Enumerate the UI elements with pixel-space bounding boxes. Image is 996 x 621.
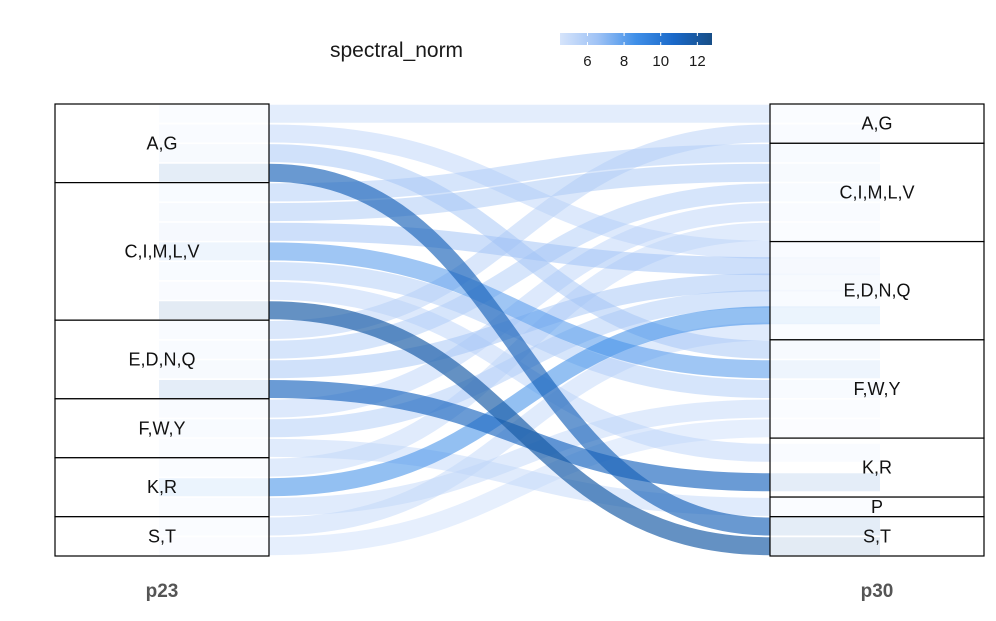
legend-tick-label: 10 (652, 53, 669, 70)
axis-label-p23: p23 (146, 581, 179, 602)
stratum-label: E,D,N,Q (128, 349, 195, 369)
stratum-p30-e-d-n-q (769, 240, 985, 341)
axis-labels: p23 p30 (146, 581, 894, 602)
legend-colorbar (560, 33, 712, 45)
flow-a-g-to-s-t (159, 163, 880, 536)
legend-ticks: 6 8 10 12 (583, 33, 706, 70)
stratum-p23-e-d-n-q (54, 319, 270, 400)
stratum-p23-a-g (54, 103, 270, 184)
flow-e-d-n-q-to-c-i-m-l-v (159, 183, 880, 359)
stratum-label: E,D,N,Q (843, 281, 910, 301)
stratum-p23-k-r (54, 457, 270, 518)
legend-tick-label: 12 (689, 53, 706, 70)
flow-k-r-to-f-w-y (159, 399, 880, 516)
axis-p30-strata: A,G C,I,M,L,V E,D,N,Q F,W,Y K,R P S,T (769, 103, 985, 557)
flow-s-t-to-f-w-y (159, 419, 880, 556)
stratum-label: F,W,Y (138, 418, 185, 438)
stratum-p23-f-w-y (54, 398, 270, 459)
stratum-label: S,T (148, 526, 176, 546)
stratum-label: F,W,Y (853, 379, 900, 399)
stratum-p30-s-t (769, 516, 985, 557)
stratum-label: C,I,M,L,V (839, 182, 914, 202)
axis-p23-strata: A,G C,I,M,L,V E,D,N,Q F,W,Y K,R S,T (54, 103, 270, 557)
stratum-p23-s-t (54, 516, 270, 557)
flows (159, 104, 880, 556)
flow-c-i-m-l-v-to-e-d-n-q (159, 222, 880, 276)
stratum-label: C,I,M,L,V (124, 241, 199, 261)
flow-e-d-n-q-to-e-d-n-q (159, 273, 880, 379)
stratum-p30-k-r (769, 437, 985, 498)
stratum-label: A,G (146, 133, 177, 153)
stratum-p30-a-g (769, 103, 985, 144)
axis-label-p30: p30 (861, 581, 894, 602)
stratum-label: K,R (862, 458, 892, 478)
flow-f-w-y-to-p (159, 438, 880, 516)
legend-tick-label: 8 (620, 53, 628, 70)
legend-title: spectral_norm (330, 39, 463, 62)
flow-k-r-to-e-d-n-q (159, 306, 880, 497)
flow-c-i-m-l-v-to-f-w-y (159, 242, 880, 379)
stratum-label: P (871, 497, 883, 517)
strata: A,G C,I,M,L,V E,D,N,Q F,W,Y K,R S,T A,G C,I,M,L… (54, 103, 985, 557)
stratum-p23-c-i-m-l-v (54, 182, 270, 321)
legend: spectral_norm 6 8 10 12 (330, 33, 712, 70)
stratum-p30-f-w-y (769, 339, 985, 439)
legend-tick-label: 6 (583, 53, 591, 70)
stratum-label: S,T (863, 526, 891, 546)
flow-c-i-m-l-v-to-s-t (159, 301, 880, 556)
flow-c-i-m-l-v-to-c-i-m-l-v (159, 163, 880, 222)
stratum-label: A,G (861, 114, 892, 134)
stratum-p30-c-i-m-l-v (769, 142, 985, 243)
stratum-label: K,R (147, 477, 177, 497)
